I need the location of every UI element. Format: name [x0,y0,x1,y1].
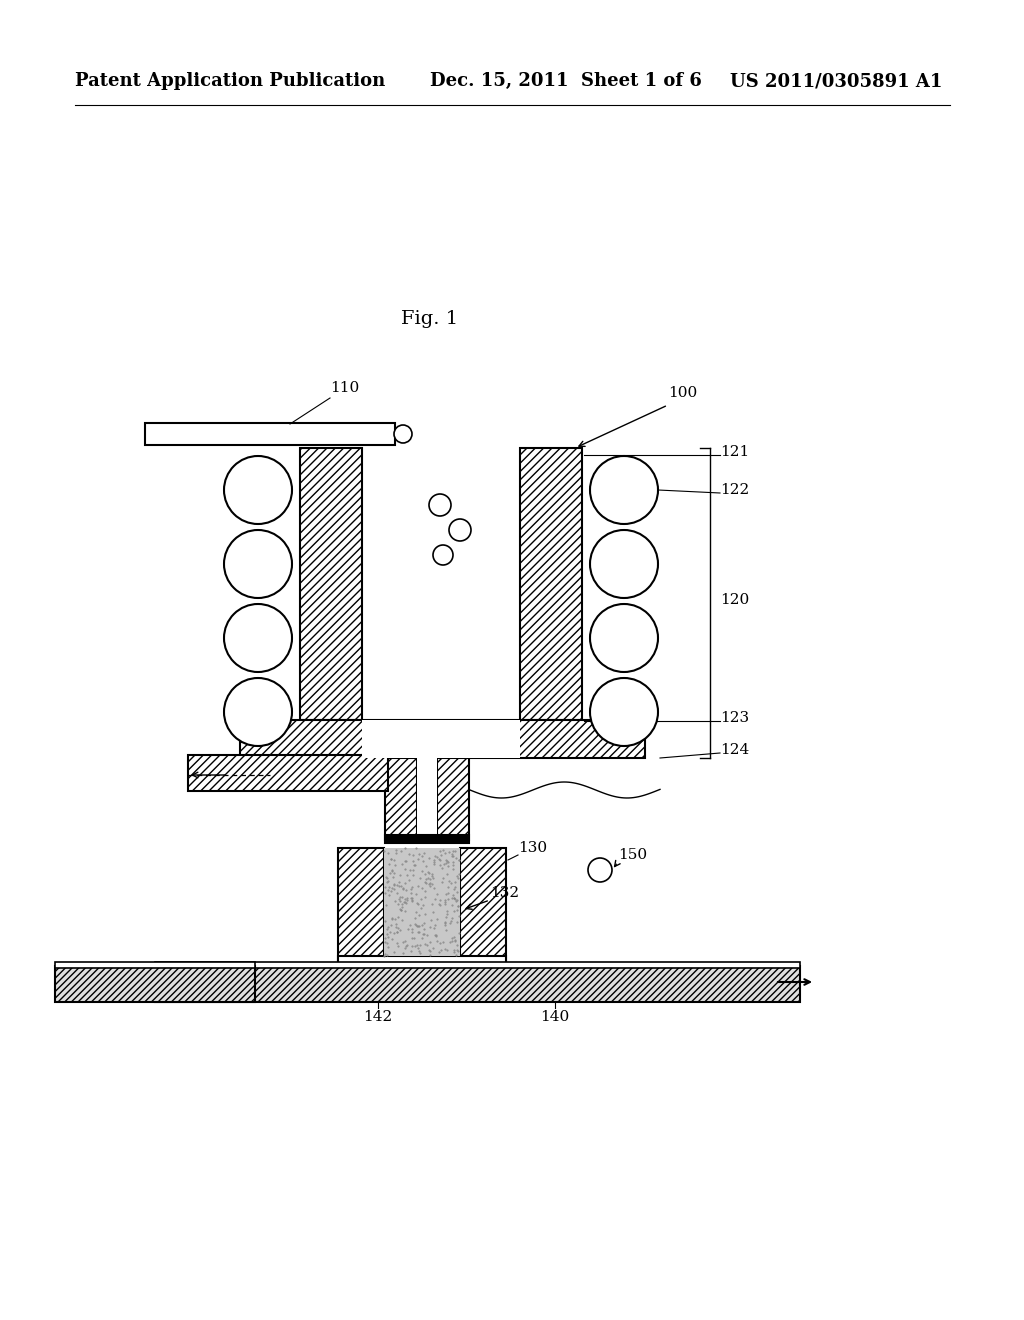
Circle shape [433,545,453,565]
Text: 120: 120 [720,593,750,607]
Text: 124: 124 [720,743,750,756]
Text: 130: 130 [518,841,547,855]
Text: 140: 140 [541,1010,569,1024]
Bar [362,719,520,758]
Circle shape [224,605,292,672]
Circle shape [429,494,451,516]
Bar [155,966,800,1002]
Bar [520,447,582,719]
Bar [145,422,395,445]
Text: 150: 150 [618,847,647,862]
Bar [55,962,255,968]
Circle shape [590,605,658,672]
Text: US 2011/0305891 A1: US 2011/0305891 A1 [730,73,942,90]
Circle shape [590,678,658,746]
Bar [385,836,469,843]
Circle shape [224,531,292,598]
Circle shape [449,519,471,541]
Bar [338,956,506,966]
Text: 121: 121 [720,445,750,459]
Bar [437,758,469,840]
Bar [300,447,362,719]
Circle shape [224,455,292,524]
Text: 123: 123 [720,711,750,725]
Text: 132: 132 [490,886,519,900]
Bar [155,962,800,968]
Bar [55,966,255,1002]
Circle shape [588,858,612,882]
Circle shape [224,678,292,746]
Text: 142: 142 [364,1010,392,1024]
Text: Patent Application Publication: Patent Application Publication [75,73,385,90]
Text: 100: 100 [668,385,697,400]
Text: Fig. 1: Fig. 1 [401,310,459,327]
Bar [417,758,437,840]
Circle shape [590,531,658,598]
Text: 110: 110 [330,381,359,395]
Text: Dec. 15, 2011  Sheet 1 of 6: Dec. 15, 2011 Sheet 1 of 6 [430,73,701,90]
Bar [240,719,645,758]
Circle shape [590,455,658,524]
Text: 122: 122 [720,483,750,498]
Bar [385,758,417,840]
Bar [362,447,520,719]
Bar [188,755,388,791]
Bar [460,847,506,960]
Bar [384,847,460,956]
Circle shape [394,425,412,444]
Bar [338,847,384,960]
